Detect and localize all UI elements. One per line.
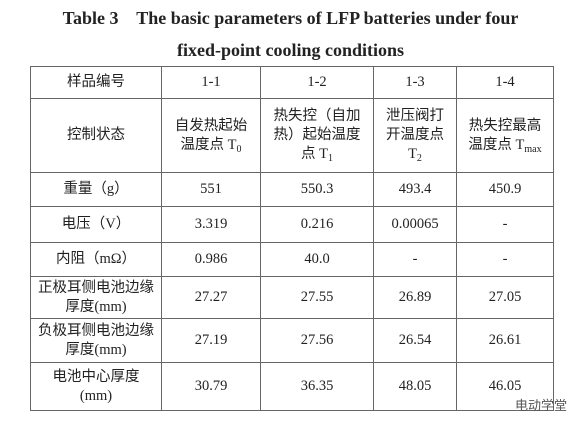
table-cell: 550.3 bbox=[260, 172, 374, 207]
cell-text: 自发热起始温度点 T bbox=[174, 117, 248, 153]
table-cell: 27.19 bbox=[161, 318, 261, 363]
table-cell: 27.56 bbox=[260, 318, 374, 363]
cell-subscript: 1 bbox=[327, 153, 333, 164]
table-cell: - bbox=[456, 206, 554, 243]
table-cell: 40.0 bbox=[260, 242, 374, 277]
table-row: 重量（g） 551 550.3 493.4 450.9 bbox=[30, 172, 554, 207]
title-line: fixed-point cooling conditions bbox=[176, 40, 405, 60]
header-cell: 1-4 bbox=[456, 66, 554, 99]
table-cell: 551 bbox=[161, 172, 261, 207]
cell-subscript: 2 bbox=[416, 153, 422, 164]
table-cell: 0.986 bbox=[161, 242, 261, 277]
header-cell: 1-3 bbox=[373, 66, 457, 99]
table-cell: 26.61 bbox=[456, 318, 554, 363]
table-cell: 自发热起始温度点 T0 bbox=[161, 98, 261, 173]
table-cell: 电池中心厚度(mm) bbox=[30, 362, 162, 411]
table-cell: 内阻（mΩ） bbox=[30, 242, 162, 277]
table-cell: 3.319 bbox=[161, 206, 261, 243]
watermark: 电动学堂 bbox=[514, 399, 567, 414]
cell-text: 泄压阀打开温度点 T bbox=[386, 108, 444, 162]
table-row: 控制状态 自发热起始温度点 T0 热失控（自加热）起始温度点 T1 泄压阀打开温度点 … bbox=[30, 98, 554, 173]
table-cell: 36.35 bbox=[260, 362, 374, 411]
table-cell: 26.89 bbox=[373, 276, 457, 319]
title-line: Table 3 The basic parameters of LFP batt… bbox=[62, 8, 519, 28]
table-cell: 热失控（自加热）起始温度点 T1 bbox=[260, 98, 374, 173]
table-cell: 正极耳侧电池边缘厚度(mm) bbox=[30, 276, 162, 319]
table-row: 电池中心厚度(mm) 30.79 36.35 48.05 46.05 bbox=[30, 362, 554, 411]
table-cell: 0.00065 bbox=[373, 206, 457, 243]
table-cell: 30.79 bbox=[161, 362, 261, 411]
table-cell: 27.05 bbox=[456, 276, 554, 319]
table-cell: 26.54 bbox=[373, 318, 457, 363]
table-row: 样品编号 1-1 1-2 1-3 1-4 bbox=[30, 66, 554, 99]
cell-subscript: 0 bbox=[236, 143, 242, 155]
header-cell: 1-1 bbox=[161, 66, 261, 99]
table-cell: - bbox=[456, 242, 554, 277]
table-cell: 热失控最高温度点 Tmax bbox=[456, 98, 554, 173]
parameter-table: 样品编号 1-1 1-2 1-3 1-4 控制状态 自发热起始温度点 T0 热失控（自加热）起… bbox=[30, 66, 554, 411]
cell-text: 热失控（自加热）起始温度点 T bbox=[273, 108, 361, 162]
table-cell: 27.55 bbox=[260, 276, 374, 319]
table-cell: 450.9 bbox=[456, 172, 554, 207]
cell-subscript: max bbox=[524, 143, 542, 155]
table-cell: 0.216 bbox=[260, 206, 374, 243]
table-cell: 493.4 bbox=[373, 172, 457, 207]
table-row: 内阻（mΩ） 0.986 40.0- - bbox=[30, 242, 554, 277]
header-cell: 1-2 bbox=[260, 66, 374, 99]
table-cell: 泄压阀打开温度点 T2 bbox=[373, 98, 457, 173]
table-cell: - bbox=[373, 242, 457, 277]
table-cell: 电压（V） bbox=[30, 206, 162, 243]
table-cell: 控制状态 bbox=[30, 98, 162, 173]
table-cell: 48.05 bbox=[373, 362, 457, 411]
table-cell: 46.05 bbox=[456, 362, 554, 411]
table-row: 负极耳侧电池边缘厚度(mm) 27.19 27.56 26.54 26.61 bbox=[30, 318, 554, 363]
table-cell: 27.27 bbox=[161, 276, 261, 319]
table-cell: 负极耳侧电池边缘厚度(mm) bbox=[30, 318, 162, 363]
cell-text: 热失控最高温度点 T bbox=[468, 117, 542, 153]
table-cell: 重量（g） bbox=[30, 172, 162, 207]
table-row: 电压（V） 3.319 0.216 0.00065- bbox=[30, 206, 554, 243]
table-row: 正极耳侧电池边缘厚度(mm) 27.27 27.55 26.89 27.05 bbox=[30, 276, 554, 319]
header-cell: 样品编号 bbox=[30, 66, 162, 99]
